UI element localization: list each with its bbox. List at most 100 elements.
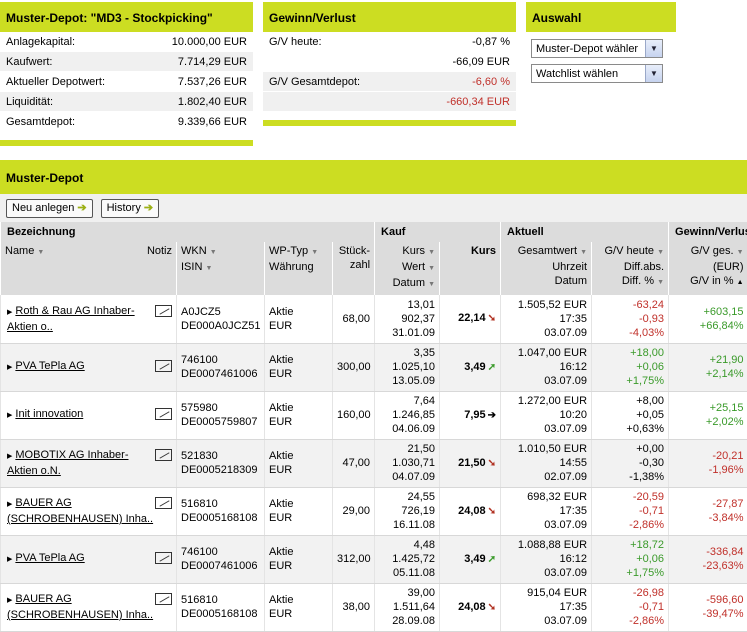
cell-gv-total: +21,90+2,14% [669,343,747,391]
col-wkn-isin[interactable]: WKN ▼ISIN ▼ [177,242,265,295]
chevron-down-icon[interactable]: ▼ [645,65,662,82]
security-name-link[interactable]: BAUER AG (SCHROBENHAUSEN) Inha.. [7,593,153,621]
history-label: History [107,200,141,217]
security-name-link[interactable]: Init innovation [15,408,83,420]
expand-triangle-icon[interactable]: ▶ [7,453,12,460]
note-edit-icon[interactable] [155,408,172,420]
note-edit-icon[interactable] [155,497,172,509]
wkn: A0JCZ5 [181,306,221,318]
profit-loss-title: Gewinn/Verlust [263,2,516,32]
quote-time: 17:35 [560,601,588,613]
summary-value: 7.537,26 EUR [178,72,247,91]
expand-triangle-icon[interactable]: ▶ [7,309,12,316]
current-price: 21,50 [458,457,486,469]
security-name-link[interactable]: MOBOTIX AG Inhaber-Aktien o.N. [7,449,128,477]
diff-abs: -0,30 [639,457,664,469]
note-edit-icon[interactable] [155,449,172,461]
gv-total-pct: -3,84% [709,512,744,524]
cell-gv-today: -20,59-0,71-2,86% [592,487,669,535]
history-button[interactable]: History➔ [101,199,159,218]
chevron-down-icon[interactable]: ▼ [645,40,662,57]
currency: EUR [269,464,292,476]
total-value: 1.010,50 EUR [518,443,587,455]
cell-name: ▶PVA TePla AG [1,535,177,583]
col-gv-heute[interactable]: G/V heute ▼Diff.abs.Diff. % ▼ [592,242,669,295]
expand-triangle-icon[interactable]: ▶ [7,556,12,563]
purchase-value: 902,37 [401,313,435,325]
purchase-date: 04.07.09 [392,471,435,483]
depot-select[interactable]: Muster-Depot wähler▼ [531,39,663,58]
col-wptyp[interactable]: WP-Typ ▼Währung [265,242,333,295]
isin: DE0005168108 [181,512,257,524]
wp-type: Aktie [269,306,293,318]
summary-value: 1.802,40 EUR [178,92,247,111]
total-value: 1.272,00 EUR [518,395,587,407]
cell-current-price: 21,50➘ [440,439,501,487]
gv-total: -27,87 [712,498,743,510]
diff-pct: -2,86% [629,615,664,627]
group-header-bezeichnung: Bezeichnung [1,222,375,242]
note-edit-icon[interactable] [155,360,172,372]
diff-pct: +0,63% [626,423,664,435]
summary-row: Kaufwert:7.714,29 EUR [0,52,253,72]
expand-triangle-icon[interactable]: ▶ [7,597,12,604]
wp-type: Aktie [269,354,293,366]
security-name-link[interactable]: PVA TePla AG [15,552,84,564]
col-name[interactable]: Name ▼Notiz [1,242,177,295]
isin: DE0005218309 [181,464,257,476]
purchase-price: 3,35 [414,347,435,359]
gv-today: -63,24 [633,299,664,311]
cell-name: ▶BAUER AG (SCHROBENHAUSEN) Inha.. [1,487,177,535]
isin: DE0007461006 [181,560,257,572]
security-name-link[interactable]: Roth & Rau AG Inhaber-Aktien o.. [7,305,135,333]
note-edit-icon[interactable] [155,305,172,317]
trend-down-icon: ➘ [488,602,496,613]
group-header-gv: Gewinn/Verlust [669,222,747,242]
gv-today: +0,00 [636,443,664,455]
cell-gv-total: -596,60-39,47% [669,583,747,631]
cell-name: ▶BAUER AG (SCHROBENHAUSEN) Inha.. [1,583,177,631]
note-edit-icon[interactable] [155,552,172,564]
gv-total-pct: -6,60 % [472,72,510,91]
col-kauf-kurs[interactable]: Kurs ▼Wert ▼Datum ▼ [375,242,440,295]
col-gv-gesamt[interactable]: G/V ges. ▼(EUR)G/V in % ▲ [669,242,747,295]
expand-triangle-icon[interactable]: ▶ [7,364,12,371]
security-name-link[interactable]: BAUER AG (SCHROBENHAUSEN) Inha.. [7,497,153,525]
new-position-button[interactable]: Neu anlegen➔ [6,199,93,218]
quote-date: 03.07.09 [544,519,587,531]
quote-date: 03.07.09 [544,615,587,627]
quote-time: 17:35 [560,313,588,325]
total-value: 1.047,00 EUR [518,347,587,359]
purchase-value: 726,19 [401,505,435,517]
note-edit-icon[interactable] [155,593,172,605]
gv-total-abs: -660,34 EUR [446,92,510,111]
cell-name: ▶Roth & Rau AG Inhaber-Aktien o.. [1,295,177,343]
security-name-link[interactable]: PVA TePla AG [15,360,84,372]
expand-triangle-icon[interactable]: ▶ [7,501,12,508]
cell-gv-total: -27,87 -3,84% [669,487,747,535]
cell-current-price: 3,49➚ [440,535,501,583]
purchase-value: 1.030,71 [392,457,435,469]
arrow-right-icon: ➔ [77,200,86,217]
cell-gv-total: -336,84-23,63% [669,535,747,583]
total-value: 1.088,88 EUR [518,539,587,551]
watchlist-select[interactable]: Watchlist wählen▼ [531,64,663,83]
diff-pct: -2,86% [629,519,664,531]
quote-date: 03.07.09 [544,423,587,435]
cell-current-price: 24,08➘ [440,583,501,631]
sort-down-icon: ▼ [428,281,435,288]
cell-name: ▶MOBOTIX AG Inhaber-Aktien o.N. [1,439,177,487]
expand-triangle-icon[interactable]: ▶ [7,412,12,419]
